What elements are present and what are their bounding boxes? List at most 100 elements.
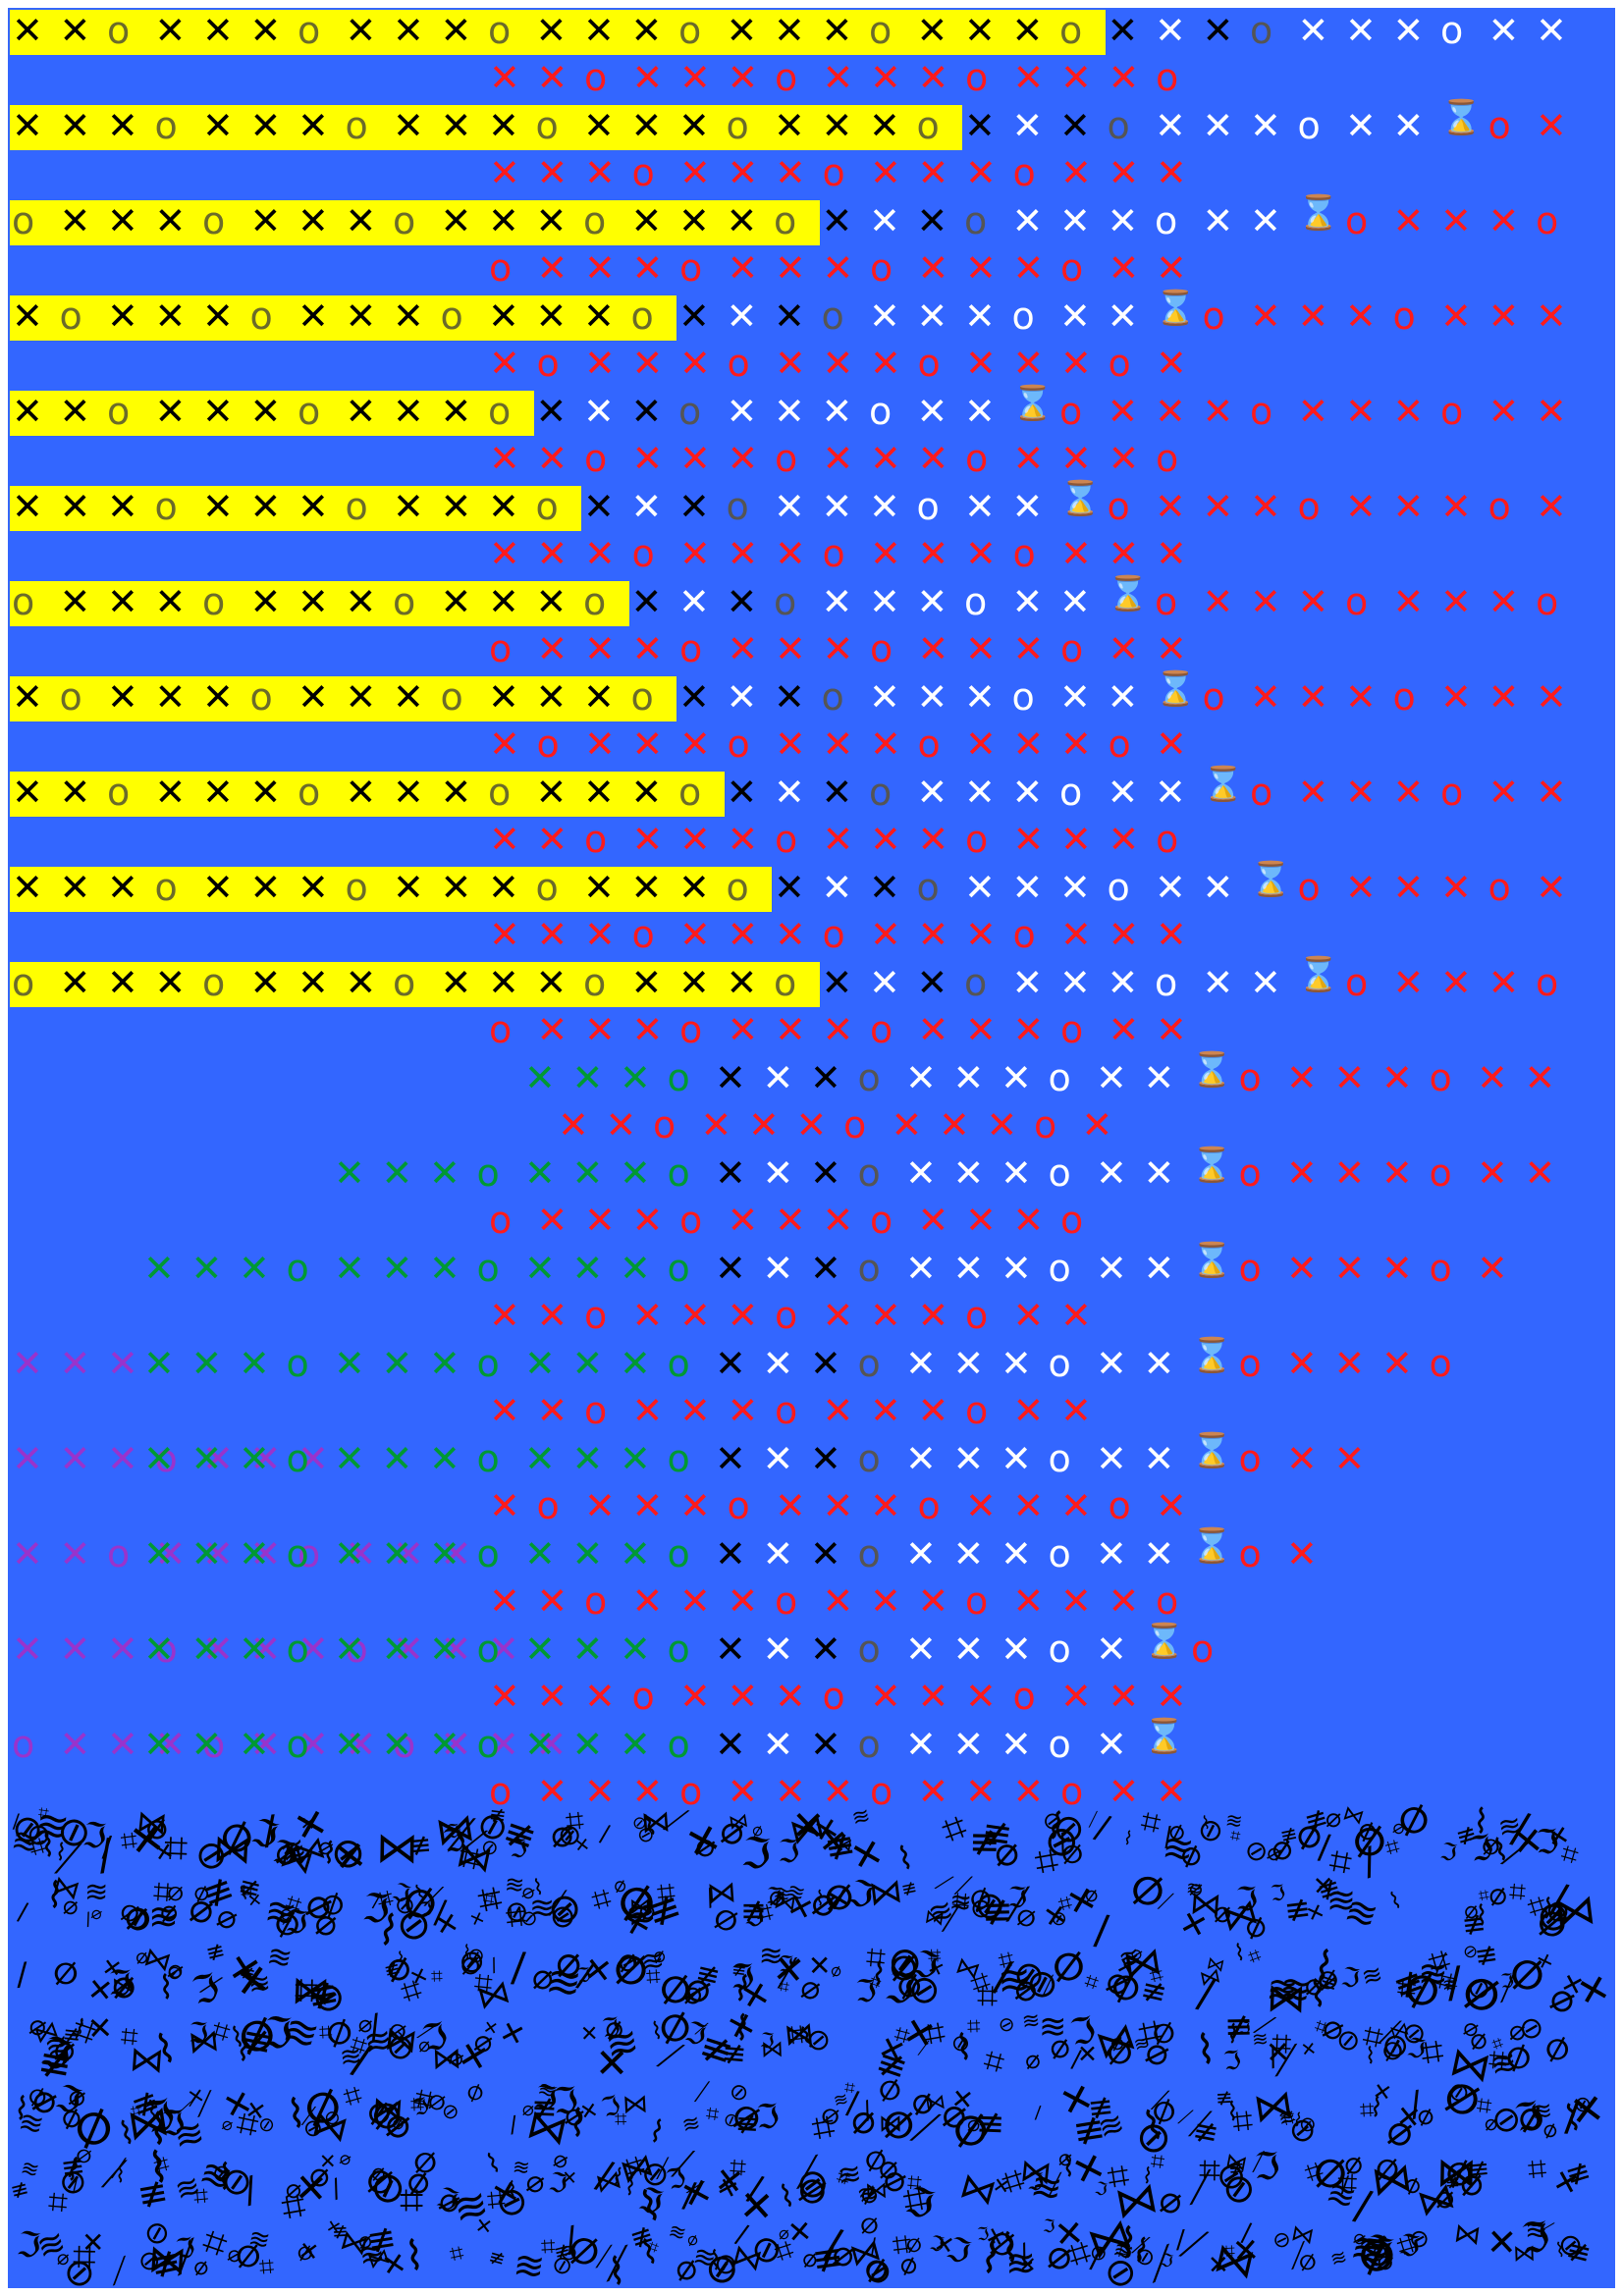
x-glyph: ✕	[59, 104, 91, 147]
x-glyph: ✕	[154, 580, 187, 623]
glitch-noise-glyph: ≋	[622, 1892, 660, 1938]
glitch-noise-glyph: ⌗	[1359, 2095, 1376, 2126]
o-glyph: o	[774, 580, 797, 623]
x-glyph: ✕	[249, 390, 282, 433]
glitch-noise-glyph: ⟋	[446, 1810, 477, 1861]
glitch-mark-icon: ⌛	[1011, 384, 1054, 423]
glitch-noise-glyph: ≋	[1530, 2095, 1554, 2127]
glitch-noise-glyph: ⊘	[1287, 2109, 1319, 2151]
x-glyph: ✕	[1060, 437, 1092, 480]
x-glyph: ✕	[202, 390, 234, 433]
glitch-noise-glyph: ⵁ	[863, 2145, 890, 2177]
glitch-noise-glyph: ⌀	[219, 2113, 236, 2137]
x-glyph: ✕	[1202, 104, 1234, 147]
glitch-noise-glyph: ⌇	[1232, 1940, 1247, 1967]
o-glyph: o	[249, 294, 273, 338]
x-glyph: ✕	[869, 104, 900, 147]
o-glyph: o	[631, 532, 655, 575]
x-glyph: ✕	[202, 485, 234, 528]
o-glyph: o	[488, 390, 512, 433]
x-glyph: ✕	[774, 294, 805, 338]
glitch-noise-glyph: ⟋	[176, 2097, 192, 2120]
x-glyph: ✕	[107, 580, 138, 623]
glitch-noise-glyph: ≋	[356, 2235, 388, 2274]
glitch-noise-glyph: ⌗	[1507, 1874, 1528, 1910]
x-glyph: ✕	[59, 9, 91, 52]
x-glyph: ✕	[964, 485, 996, 528]
x-glyph: ✕	[249, 104, 282, 147]
o-glyph: o	[489, 246, 513, 290]
glitch-noise-glyph: ≋	[601, 2018, 643, 2069]
glitch-noise-glyph: ⋈	[772, 1888, 798, 1917]
glitch-noise-glyph: ⌀	[549, 1811, 575, 1856]
x-glyph: ✕	[1488, 199, 1520, 242]
glitch-noise-glyph: ℑ	[1437, 1837, 1460, 1868]
x-glyph: ✕	[584, 532, 616, 575]
glitch-noise-glyph: ⌗	[1417, 2026, 1447, 2077]
glitch-noise-glyph: ⋈	[124, 2096, 173, 2150]
x-glyph: ✕	[107, 485, 138, 528]
x-glyph: ✕	[583, 9, 615, 52]
x-glyph: ✕	[630, 9, 663, 52]
glitch-noise-glyph: ⌗	[655, 1872, 677, 1912]
x-glyph: ✕	[1107, 199, 1139, 242]
x-glyph: ✕	[584, 246, 616, 290]
glitch-noise-glyph: ∕	[16, 1954, 28, 1994]
glitch-noise-glyph: ⵁ	[1013, 1905, 1039, 1934]
glitch-noise-glyph: ℑ	[15, 2224, 43, 2268]
x-glyph: ✕	[12, 104, 43, 147]
x-glyph: ✕	[1060, 342, 1092, 385]
x-glyph: ✕	[1202, 390, 1234, 433]
glitch-noise-glyph: ⋈	[864, 2177, 889, 2205]
glitch-noise-glyph: ⋈	[1451, 2217, 1484, 2252]
x-glyph: ✕	[821, 104, 853, 147]
x-glyph: ✕	[822, 627, 854, 670]
glitch-noise-glyph: ⌀	[1325, 1802, 1342, 1835]
glitch-noise-glyph: ⵁ	[1380, 2036, 1405, 2067]
glitch-mark-icon: ⌛	[1107, 574, 1149, 614]
glitch-noise-glyph: ⋈	[878, 2109, 903, 2138]
glitch-noise-glyph: ⌗	[72, 2231, 97, 2281]
x-glyph: ✕	[440, 390, 472, 433]
x-glyph: ✕	[488, 580, 519, 623]
glitch-noise-glyph: ⌀	[1157, 2176, 1185, 2223]
glitch-noise-glyph: ⌗	[119, 2018, 140, 2056]
glitch-noise-glyph: ⟋	[671, 2145, 696, 2185]
x-glyph: ✕	[965, 627, 997, 670]
glitch-noise-glyph: ℑ	[509, 1834, 528, 1865]
x-glyph: ✕	[154, 390, 187, 433]
glitch-noise-glyph: ⌗	[1137, 1801, 1164, 1844]
glitch-noise-glyph: ✕	[679, 1813, 728, 1869]
x-glyph: ✕	[869, 294, 900, 338]
x-glyph: ✕	[298, 104, 329, 147]
o-glyph: o	[1060, 627, 1084, 670]
glitch-noise-glyph: ✕	[86, 2010, 114, 2048]
glitch-noise-glyph: ⌗	[257, 2251, 276, 2283]
glitch-noise-glyph: ≢	[486, 2244, 509, 2271]
x-glyph: ✕	[1011, 485, 1044, 528]
x-glyph: ✕	[1297, 294, 1329, 338]
x-glyph: ✕	[1297, 580, 1329, 623]
x-glyph: ✕	[584, 342, 616, 385]
x-glyph: ✕	[440, 485, 472, 528]
x-glyph: ✕	[440, 9, 472, 52]
o-glyph: o	[1155, 199, 1178, 242]
glitch-noise-glyph: ⊘	[1461, 1940, 1480, 1964]
glitch-noise-glyph: ✕	[495, 2014, 529, 2055]
x-glyph: ✕	[1011, 9, 1044, 52]
x-glyph: ✕	[12, 9, 43, 52]
glitch-noise-glyph: ⊘	[255, 2110, 277, 2138]
o-glyph: o	[1108, 342, 1131, 385]
x-glyph: ✕	[1250, 199, 1281, 242]
x-glyph: ✕	[1012, 246, 1045, 290]
x-glyph: ✕	[59, 390, 91, 433]
glitch-noise-glyph: ⌀	[186, 1883, 217, 1934]
o-glyph: o	[869, 9, 893, 52]
x-glyph: ✕	[726, 199, 758, 242]
glitch-noise-glyph: ⋈	[1090, 2013, 1142, 2069]
o-glyph: o	[489, 627, 513, 670]
glitch-noise-glyph: ✕	[810, 1810, 843, 1851]
x-glyph: ✕	[1440, 294, 1472, 338]
x-glyph: ✕	[727, 437, 759, 480]
o-glyph: o	[822, 151, 845, 194]
